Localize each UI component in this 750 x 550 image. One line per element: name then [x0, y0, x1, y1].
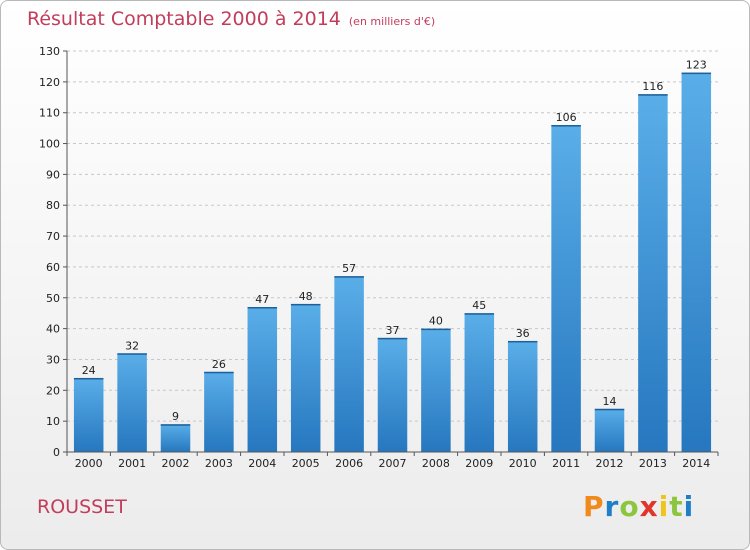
- y-tick-label: 100: [39, 138, 60, 151]
- y-tick-label: 10: [46, 415, 60, 428]
- y-tick-label: 50: [46, 292, 60, 305]
- bar-top-edge: [507, 340, 538, 343]
- x-tick-label: 2004: [248, 457, 276, 470]
- x-tick-label: 2005: [292, 457, 320, 470]
- value-label: 9: [172, 410, 179, 423]
- value-label: 37: [386, 324, 400, 337]
- bar-top-edge: [334, 276, 364, 278]
- logo-letter: P: [583, 490, 605, 523]
- y-tick-label: 110: [39, 107, 60, 120]
- y-tick-label: 20: [46, 384, 60, 397]
- x-tick-label: 2006: [335, 457, 363, 470]
- grid-lines: [67, 50, 718, 422]
- bar: [334, 276, 364, 452]
- y-tick-label: 30: [46, 353, 60, 366]
- bar-top-edge: [290, 303, 321, 306]
- value-label: 40: [429, 315, 443, 328]
- value-label: 123: [686, 59, 707, 72]
- bar-top-edge: [160, 424, 191, 426]
- title-text: Résultat Comptable 2000 à 2014: [27, 8, 341, 30]
- x-tick-label: 2014: [682, 457, 710, 470]
- bar: [160, 424, 191, 452]
- y-tick-label: 120: [39, 76, 60, 89]
- y-tick-label: 70: [46, 230, 60, 243]
- y-tick-label: 90: [46, 168, 60, 181]
- value-label: 32: [125, 339, 139, 352]
- bar: [464, 313, 495, 452]
- bar: [551, 125, 581, 453]
- bar: [638, 94, 668, 452]
- x-tick-label: 2008: [422, 457, 450, 470]
- value-label: 48: [299, 290, 313, 303]
- bar: [377, 337, 408, 452]
- bar-top-edge: [421, 328, 451, 331]
- logo-letter: x: [639, 490, 659, 523]
- bar: [73, 377, 104, 452]
- commune-name: ROUSSET: [37, 496, 127, 518]
- x-tick-label: 2007: [379, 457, 407, 470]
- value-label: 36: [516, 327, 530, 340]
- bar-top-edge: [594, 408, 625, 411]
- bar-top-edge: [247, 307, 278, 309]
- labels: 0 10 20 30 40 50 60 70 80 90 100 110 120 130 24 2000 32 2…: [39, 45, 710, 470]
- y-tick-label: 40: [46, 323, 60, 336]
- logo-letter: i: [658, 490, 670, 523]
- x-tick-label: 2010: [509, 457, 537, 470]
- bar: [421, 328, 451, 452]
- bar-top-edge: [638, 94, 668, 96]
- bar-top-edge: [204, 371, 234, 374]
- bar-top-edge: [377, 337, 408, 340]
- y-tick-label: 0: [53, 446, 60, 459]
- bars: [73, 72, 712, 453]
- bar: [117, 353, 147, 452]
- logo-letter: r: [604, 490, 620, 523]
- y-tick-label: 60: [46, 261, 60, 274]
- value-label: 47: [255, 293, 269, 306]
- bar: [681, 72, 712, 452]
- x-tick-label: 2000: [75, 457, 103, 470]
- x-tick-label: 2011: [552, 457, 580, 470]
- y-tick-label: 130: [39, 45, 60, 58]
- bar-top-edge: [681, 72, 712, 75]
- x-tick-label: 2013: [639, 457, 667, 470]
- value-label: 45: [472, 299, 486, 312]
- bar: [204, 371, 234, 452]
- value-label: 106: [556, 111, 577, 124]
- value-label: 116: [642, 80, 663, 93]
- x-tick-label: 2001: [118, 457, 146, 470]
- chart-title: Résultat Comptable 2000 à 2014 (en millie…: [27, 8, 435, 30]
- axes: [63, 50, 719, 456]
- bar: [247, 307, 278, 452]
- x-tick-label: 2003: [205, 457, 233, 470]
- x-tick-label: 2012: [596, 457, 624, 470]
- bar-top-edge: [464, 313, 495, 315]
- x-tick-label: 2009: [465, 457, 493, 470]
- bar: [290, 303, 321, 452]
- logo-letter: o: [619, 490, 640, 523]
- y-tick-label: 80: [46, 199, 60, 212]
- logo-letter: t: [669, 490, 684, 523]
- bar-top-edge: [73, 377, 104, 380]
- bar-top-edge: [117, 353, 147, 355]
- bar: [594, 408, 625, 452]
- proxiti-logo: Proxiti: [583, 490, 694, 523]
- value-label: 14: [603, 395, 617, 408]
- bar-top-edge: [551, 125, 581, 127]
- value-label: 57: [342, 262, 356, 275]
- chart-subtitle: (en milliers d'€): [348, 15, 436, 28]
- value-label: 24: [82, 364, 96, 377]
- x-tick-label: 2002: [162, 457, 190, 470]
- value-label: 26: [212, 358, 226, 371]
- logo-letter: i: [683, 490, 695, 523]
- bar: [507, 340, 538, 452]
